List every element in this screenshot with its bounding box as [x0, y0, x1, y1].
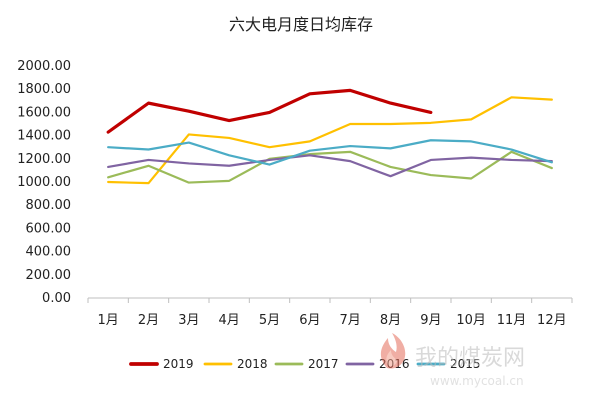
y-tick-label: 1000.00: [17, 175, 71, 190]
series-line-2019: [106, 88, 433, 134]
series-2016: [107, 154, 553, 178]
x-tick-label: 10月: [456, 313, 486, 328]
x-tick-label: 8月: [380, 313, 401, 328]
x-tick-label: 6月: [299, 313, 320, 328]
x-tick-label: 9月: [420, 313, 441, 328]
x-tick-label: 12月: [537, 313, 567, 328]
legend: 20192018201720162015: [129, 357, 481, 371]
x-tick-label: 5月: [259, 313, 280, 328]
x-tick-label: 11月: [497, 313, 527, 328]
series-line-2017: [107, 150, 553, 184]
x-tick-label: 7月: [340, 313, 361, 328]
chart-title: 六大电月度日均库存: [229, 15, 373, 34]
series-line-2018: [107, 96, 553, 185]
series-2019: [106, 88, 433, 134]
x-tick-label: 2月: [138, 313, 159, 328]
series-line-2015: [107, 139, 553, 166]
series-line-2016: [107, 154, 553, 178]
watermark-url: www.mycoal.cn: [430, 374, 524, 388]
series-group: [106, 88, 553, 185]
series-2015: [107, 139, 553, 166]
legend-label: 2017: [308, 357, 339, 371]
axes: 1月 2月 3月 4月 5月 6月 7月 8月 9月 10月 11月 12月 0.00 200.00 400…: [17, 59, 573, 328]
y-tick-label: 200.00: [26, 268, 72, 283]
y-tick-label: 0.00: [42, 291, 71, 306]
x-tick-label: 1月: [98, 313, 119, 328]
y-tick-label: 2000.00: [17, 59, 71, 74]
legend-label: 2019: [163, 357, 194, 371]
x-tick-label: 4月: [219, 313, 240, 328]
y-tick-label: 800.00: [26, 198, 72, 213]
legend-label: 2018: [237, 357, 268, 371]
x-tick-label: 3月: [178, 313, 199, 328]
flame-logo-icon: [380, 333, 406, 369]
y-tick-label: 1400.00: [17, 129, 71, 144]
y-tick-label: 1600.00: [17, 105, 71, 120]
y-tick-label: 400.00: [26, 245, 72, 260]
y-tick-label: 1800.00: [17, 82, 71, 97]
watermark: 我的煤炭网 www.mycoal.cn: [380, 333, 525, 388]
series-2017: [107, 150, 553, 184]
y-tick-label: 1200.00: [17, 152, 71, 167]
legend-label: 2015: [450, 357, 481, 371]
series-2018: [107, 96, 553, 185]
y-tick-label: 600.00: [26, 221, 72, 236]
watermark-cn: 我的煤炭网: [415, 346, 525, 371]
